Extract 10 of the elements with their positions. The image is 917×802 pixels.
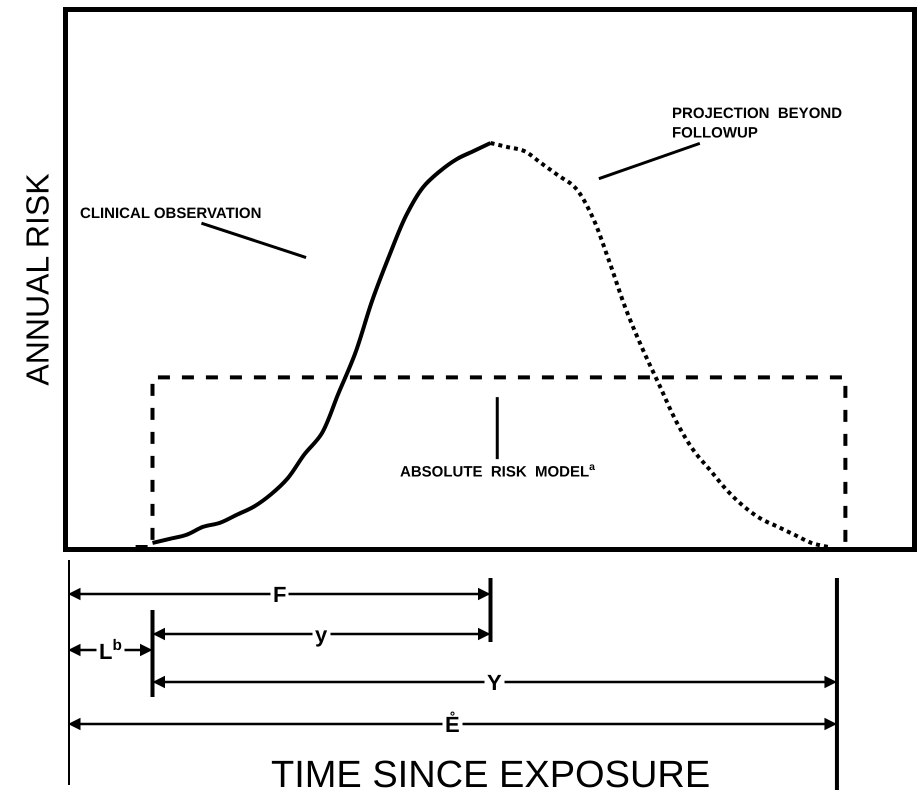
text: TIME SINCE EXPOSURE bbox=[271, 754, 710, 796]
text: PROJECTION BEYOND FOLLOWUP bbox=[672, 105, 842, 142]
text: y bbox=[315, 622, 328, 647]
text: L$^{b}$ bbox=[99, 637, 122, 664]
text: F bbox=[273, 582, 286, 607]
y-axis-title: ANNUAL RISK bbox=[19, 173, 56, 386]
annotation: CLINICAL OBSERVATION bbox=[80, 205, 262, 222]
text: E̊ bbox=[445, 711, 460, 738]
annotation: ABSOLUTE RISK MODEL$^{a}$ bbox=[400, 461, 596, 480]
text: Y bbox=[487, 670, 502, 695]
